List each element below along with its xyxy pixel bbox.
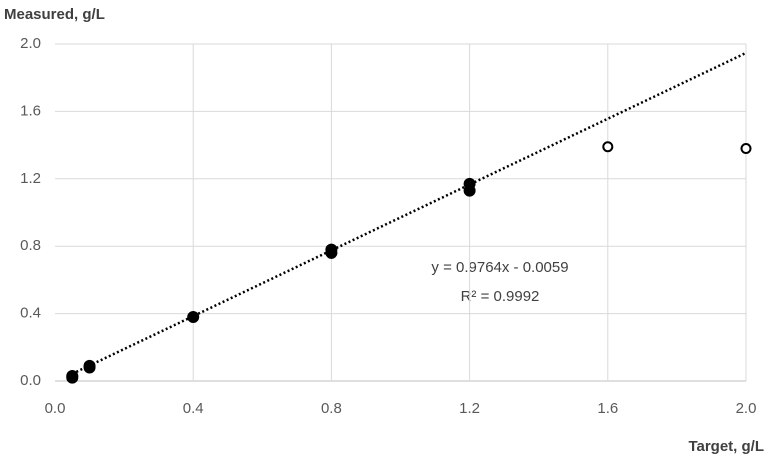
x-tick-label: 1.6 — [597, 400, 618, 417]
y-tick-label: 0.4 — [20, 305, 41, 322]
x-tick-label: 0.4 — [183, 400, 204, 417]
y-axis-title: Measured, g/L — [4, 6, 105, 23]
y-tick-label: 1.6 — [20, 102, 41, 119]
r-squared: R² = 0.9992 — [461, 288, 540, 305]
trendline — [71, 51, 747, 375]
y-tick-label: 0.0 — [20, 372, 41, 389]
open-point — [602, 141, 614, 153]
x-tick-label: 1.2 — [459, 400, 480, 417]
point — [83, 361, 96, 374]
trendline-equation: y = 0.9764x - 0.0059 — [431, 259, 568, 276]
point — [187, 310, 200, 323]
point — [325, 246, 338, 259]
x-tick-label: 2.0 — [736, 400, 757, 417]
y-tick-label: 2.0 — [20, 35, 41, 52]
x-tick-label: 0.0 — [45, 400, 66, 417]
point — [66, 371, 79, 384]
x-tick-label: 0.8 — [321, 400, 342, 417]
point — [463, 184, 476, 197]
y-tick-label: 1.2 — [20, 170, 41, 187]
y-tick-label: 0.8 — [20, 237, 41, 254]
open-point — [740, 142, 752, 154]
x-axis-title: Target, g/L — [688, 438, 764, 455]
